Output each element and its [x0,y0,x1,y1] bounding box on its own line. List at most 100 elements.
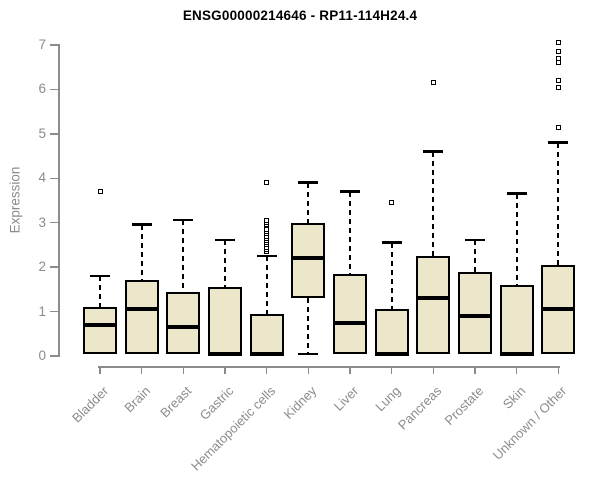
x-tick-label-gastric: Gastric [196,383,237,423]
upper-whisker-cap-pancreas [423,150,444,153]
y-tick-label: 1 [38,303,46,319]
x-axis-tick [432,366,435,374]
x-axis-tick [307,366,310,374]
x-axis-tick [140,366,143,374]
box-brain [124,280,159,354]
box-pancreas [416,256,451,354]
upper-whisker-gastric [224,240,226,288]
upper-whisker-prostate [474,240,477,272]
upper-whisker-brain [140,224,143,281]
x-axis-tick [474,366,476,374]
y-tick-label: 6 [38,81,46,97]
median-gastric [208,351,242,356]
x-axis-tick [515,366,518,374]
box-prostate [458,271,493,354]
outlier-point-unknown-other [555,60,561,66]
upper-whisker-unknown-other [557,142,560,265]
y-tick-label: 5 [38,125,46,141]
median-liver [333,320,368,325]
x-tick-label-bladder: Bladder [69,383,112,426]
median-lung [374,351,409,356]
box-gastric [208,287,242,356]
upper-whisker-pancreas [432,151,435,257]
outlier-point-lung [389,200,395,206]
x-axis-tick [182,366,185,374]
x-tick-label-unknown-other: Unknown / Other [490,383,570,463]
upper-whisker-cap-lung [381,241,402,244]
median-prostate [458,314,493,318]
x-axis-tick [557,366,560,374]
x-tick-label-kidney: Kidney [280,383,320,422]
upper-whisker-cap-bladder [90,274,110,278]
upper-whisker-cap-kidney [298,181,319,184]
lower-whisker-kidney [307,298,310,354]
outlier-point-bladder [97,189,103,195]
x-axis-tick [224,366,226,374]
outlier-point-unknown-other [555,40,561,46]
x-axis-tick [265,366,268,374]
y-axis-line [58,44,60,357]
outlier-point-unknown-other [555,55,561,61]
box-kidney [291,222,326,299]
y-axis-tick [50,266,58,268]
y-tick-label: 4 [38,170,46,186]
upper-whisker-kidney [307,182,310,223]
box-lung [374,309,409,356]
y-axis-tick [50,355,58,357]
x-tick-label-prostate: Prostate [441,383,487,429]
box-bladder [83,307,117,354]
y-tick-label: 2 [38,259,46,275]
y-tick-label: 7 [38,36,46,52]
outlier-point-unknown-other [555,84,561,90]
median-kidney [291,256,326,261]
upper-whisker-cap-skin [506,192,527,195]
x-axis-line [98,366,560,368]
box-liver [333,273,368,354]
median-breast [166,325,201,330]
x-tick-label-lung: Lung [371,383,403,415]
y-axis-tick [50,44,58,46]
y-axis-tick [50,221,58,224]
x-axis-tick [390,366,393,374]
outlier-point-unknown-other [555,124,561,130]
outlier-point-hematopoietic-cells [264,217,270,223]
median-unknown-other [541,307,576,312]
y-tick-label: 0 [38,348,46,363]
x-tick-label-breast: Breast [157,383,195,421]
x-tick-label-skin: Skin [499,383,528,412]
chart-title: ENSG00000214646 - RP11-114H24.4 [182,8,418,23]
y-tick-label: 3 [38,214,46,230]
median-brain [124,307,159,312]
upper-whisker-cap-liver [340,190,361,193]
outlier-point-unknown-other [555,78,561,84]
median-skin [499,351,534,356]
box-skin [499,284,534,356]
outlier-point-hematopoietic-cells [264,226,270,232]
upper-whisker-cap-hematopoietic-cells [256,254,277,258]
y-axis-tick [50,88,58,91]
upper-whisker-cap-breast [173,218,194,222]
y-axis-tick [50,310,58,313]
median-pancreas [416,296,451,301]
upper-whisker-cap-gastric [215,238,235,242]
x-tick-label-pancreas: Pancreas [395,383,445,433]
outlier-point-pancreas [430,80,436,86]
lower-whisker-cap-kidney [298,352,319,356]
box-hematopoietic-cells [249,313,284,356]
median-hematopoietic-cells [249,351,284,356]
upper-whisker-hematopoietic-cells [265,256,268,314]
median-bladder [83,322,117,327]
upper-whisker-liver [349,191,352,274]
upper-whisker-lung [390,242,393,310]
x-axis-tick [349,366,351,374]
x-tick-label-liver: Liver [330,383,362,414]
y-axis-tick [50,133,58,135]
upper-whisker-cap-brain [131,223,152,226]
box-breast [166,291,201,354]
y-axis-tick [50,177,58,180]
upper-whisker-skin [515,193,518,285]
upper-whisker-cap-unknown-other [548,141,569,144]
x-axis-tick [99,366,101,374]
